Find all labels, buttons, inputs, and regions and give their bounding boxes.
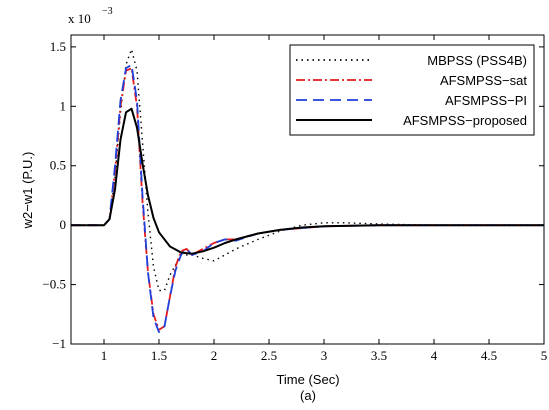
y-multiplier-label: x 10 xyxy=(68,11,91,26)
y-tick-label: 0 xyxy=(60,217,67,232)
x-tick-label: 3.5 xyxy=(371,348,387,363)
series-line-4 xyxy=(71,107,544,255)
y-tick-label: −0.5 xyxy=(42,277,66,292)
legend-label-3: AFSMPSS−PI xyxy=(445,93,527,108)
plot-area xyxy=(71,48,544,334)
y-axis-label: w2−w1 (P.U.) xyxy=(20,152,35,230)
plot-frame xyxy=(70,34,545,345)
x-tick-label: 1.5 xyxy=(151,348,167,363)
y-tick-label: 1 xyxy=(60,98,67,113)
figure-caption: (a) xyxy=(300,388,316,403)
y-tick-label: 1.5 xyxy=(50,39,66,54)
ticks-layer: 1 1.5 2 2.5 3 3.5 4 4.5 5 −1 −0.5 0 0.5 1 1.5 xyxy=(42,35,547,363)
legend-label-4: AFSMPSS−proposed xyxy=(403,113,527,128)
legend: MBPSS (PSS4B) AFSMPSS−sat AFSMPSS−PI AFSMPS… xyxy=(289,44,535,136)
x-tick-label: 2.5 xyxy=(261,348,277,363)
y-tick-label: 0.5 xyxy=(50,158,66,173)
legend-label-1: MBPSS (PSS4B) xyxy=(427,53,527,68)
series-layer xyxy=(71,48,544,334)
x-tick-label: 3 xyxy=(321,348,328,363)
x-tick-label: 2 xyxy=(211,348,218,363)
legend-label-2: AFSMPSS−sat xyxy=(440,73,527,88)
x-axis-label: Time (Sec) xyxy=(276,372,339,387)
y-tick-label: −1 xyxy=(52,336,66,351)
y-exponent-label: −3 xyxy=(102,6,113,17)
x-tick-label: 5 xyxy=(541,348,548,363)
x-tick-label: 4.5 xyxy=(481,348,497,363)
x-tick-label: 4 xyxy=(431,348,438,363)
x-tick-label: 1 xyxy=(101,348,108,363)
